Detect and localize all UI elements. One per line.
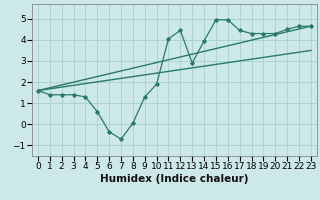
X-axis label: Humidex (Indice chaleur): Humidex (Indice chaleur): [100, 174, 249, 184]
